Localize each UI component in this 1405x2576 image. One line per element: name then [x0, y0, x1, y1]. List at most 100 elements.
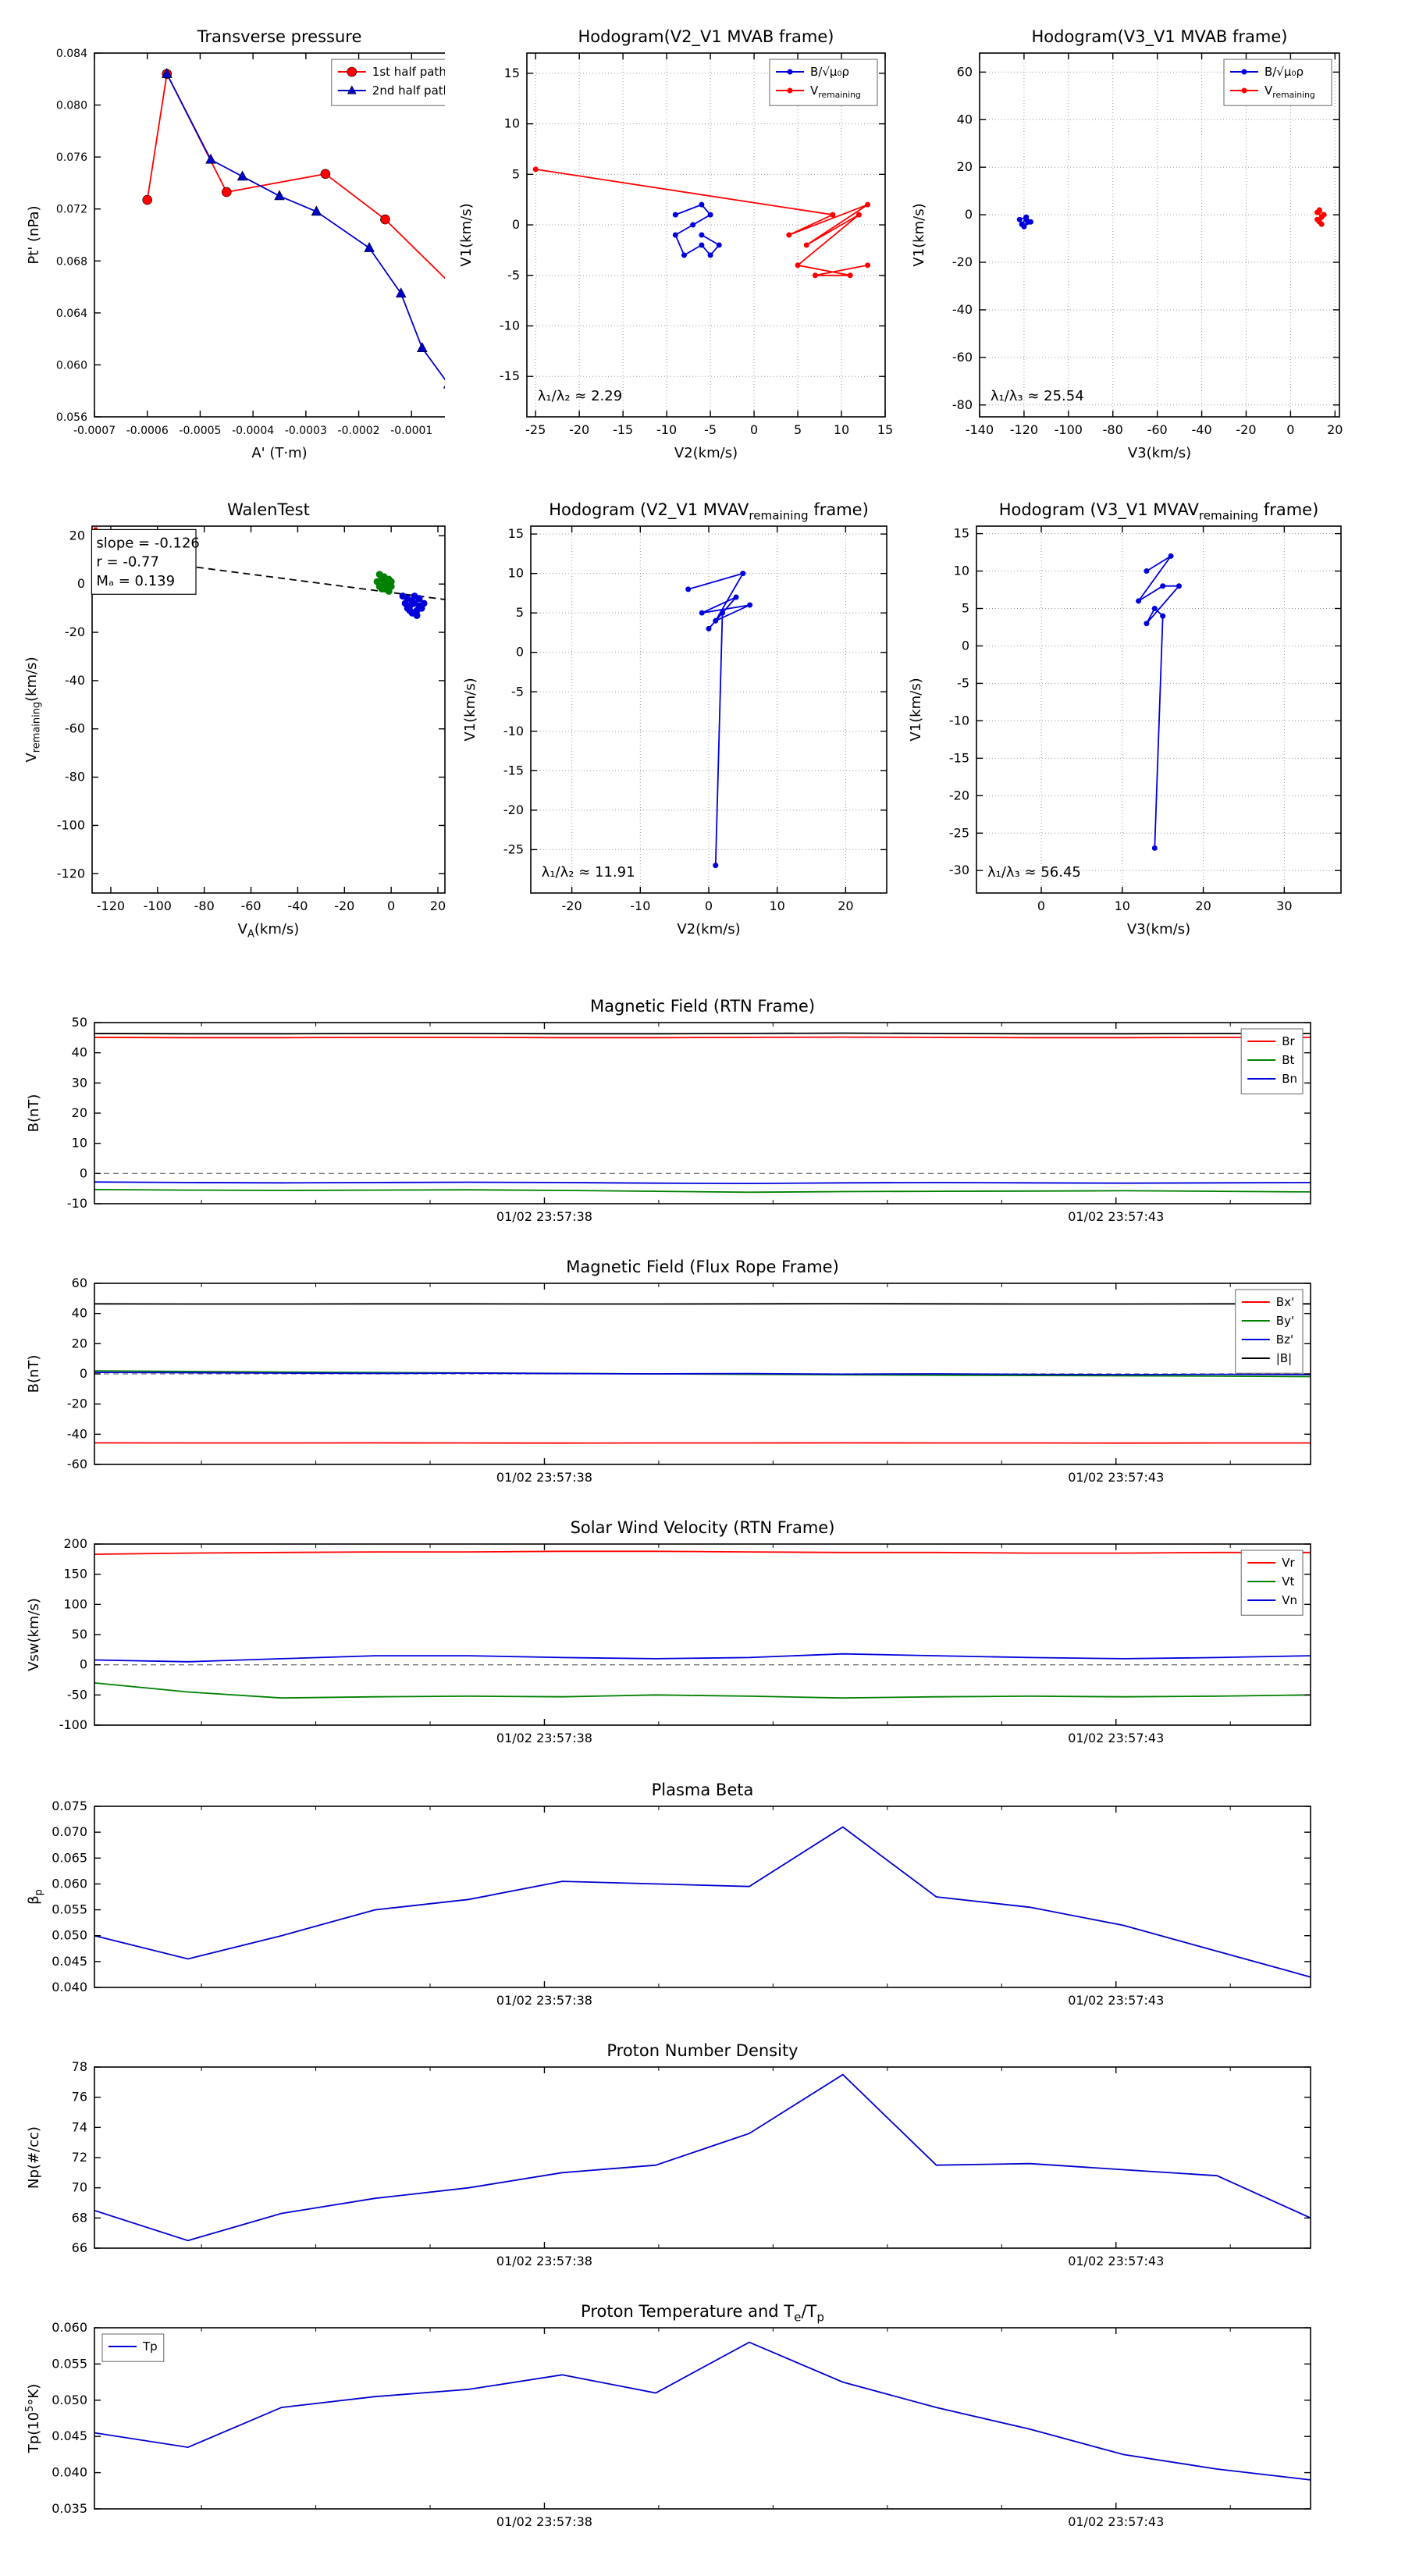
- svg-text:r = -0.77: r = -0.77: [96, 554, 159, 571]
- svg-text:01/02 23:57:38: 01/02 23:57:38: [496, 1470, 592, 1485]
- svg-text:V1(km/s): V1(km/s): [462, 678, 478, 741]
- svg-text:-10: -10: [630, 898, 650, 913]
- svg-text:-20: -20: [949, 788, 969, 802]
- svg-text:Proton Temperature and Te/Tp: Proton Temperature and Te/Tp: [581, 2302, 824, 2324]
- svg-text:5: 5: [962, 601, 969, 616]
- svg-text:-60: -60: [240, 898, 261, 913]
- svg-text:50: 50: [72, 1627, 87, 1642]
- svg-text:Vr: Vr: [1282, 1556, 1295, 1570]
- svg-text:0.064: 0.064: [56, 308, 87, 320]
- svg-text:5: 5: [794, 422, 802, 437]
- svg-text:0.075: 0.075: [52, 1799, 87, 1813]
- svg-text:-10: -10: [503, 724, 524, 738]
- svg-text:VA(km/s): VA(km/s): [238, 921, 300, 941]
- svg-text:-100: -100: [57, 817, 85, 832]
- svg-text:10: 10: [1115, 898, 1130, 913]
- svg-text:Hodogram(V3_V1 MVAB frame): Hodogram(V3_V1 MVAB frame): [1032, 27, 1288, 47]
- svg-text:-30: -30: [949, 863, 969, 877]
- svg-text:0: 0: [1037, 898, 1045, 913]
- svg-text:-80: -80: [194, 898, 215, 913]
- svg-text:10: 10: [504, 116, 520, 131]
- svg-text:40: 40: [72, 1045, 87, 1060]
- svg-text:-120: -120: [1010, 422, 1038, 437]
- svg-text:68: 68: [72, 2210, 87, 2225]
- svg-text:-40: -40: [65, 673, 85, 688]
- magnetic-field-rtn-chart: 01/02 23:57:38 01/02 23:57:43 -10 0 10 20 30 40…: [16, 982, 1328, 1240]
- svg-text:Br: Br: [1282, 1034, 1295, 1048]
- svg-text:01/02 23:57:38: 01/02 23:57:38: [496, 1993, 592, 2008]
- svg-text:Vremaining: Vremaining: [810, 84, 861, 100]
- svg-text:Tp(105°K): Tp(105°K): [24, 2384, 42, 2453]
- svg-text:Magnetic Field (RTN Frame): Magnetic Field (RTN Frame): [590, 997, 815, 1016]
- magnetic-field-flux-rope-chart: 01/02 23:57:38 01/02 23:57:43 -60 -40 -20 0 20…: [16, 1243, 1328, 1500]
- svg-text:0: 0: [516, 645, 524, 660]
- svg-text:Plasma Beta: Plasma Beta: [652, 1781, 754, 1799]
- svg-text:20: 20: [72, 1105, 87, 1120]
- svg-text:-40: -40: [1191, 422, 1211, 437]
- svg-text:Vt: Vt: [1282, 1574, 1294, 1589]
- svg-text:0: 0: [962, 638, 969, 653]
- solar-wind-velocity-chart: 01/02 23:57:38 01/02 23:57:43 -100 -50 0 50 10…: [16, 1503, 1328, 1761]
- svg-text:0.070: 0.070: [52, 1824, 87, 1839]
- svg-text:0.045: 0.045: [52, 1954, 87, 1969]
- svg-text:Magnetic Field (Flux Rope Fram: Magnetic Field (Flux Rope Frame): [566, 1258, 839, 1276]
- svg-text:150: 150: [63, 1567, 87, 1582]
- svg-text:-5: -5: [957, 675, 969, 690]
- svg-text:-20: -20: [562, 898, 582, 913]
- svg-text:15: 15: [508, 526, 524, 541]
- svg-text:78: 78: [72, 2059, 87, 2074]
- svg-text:15: 15: [954, 526, 969, 541]
- svg-text:-100: -100: [1055, 422, 1083, 437]
- svg-text:Hodogram (V2_V1 MVAVremaining: Hodogram (V2_V1 MVAVremaining frame): [549, 500, 869, 522]
- svg-text:01/02 23:57:38: 01/02 23:57:38: [496, 1731, 592, 1745]
- svg-text:15: 15: [877, 422, 893, 437]
- transverse-pressure-chart: -0.0007 -0.0006 -0.0005 -0.0004 -0.0003 -0.00…: [16, 9, 484, 478]
- svg-text:-40: -40: [287, 898, 308, 913]
- svg-text:0.056: 0.056: [56, 411, 87, 424]
- svg-text:-15: -15: [613, 422, 633, 437]
- svg-text:30: 30: [1276, 898, 1292, 913]
- svg-text:B(nT): B(nT): [26, 1355, 42, 1393]
- svg-text:01/02 23:57:43: 01/02 23:57:43: [1068, 1470, 1164, 1485]
- svg-text:0.055: 0.055: [52, 2356, 87, 2371]
- svg-text:01/02 23:57:38: 01/02 23:57:38: [496, 2514, 592, 2529]
- svg-text:-0.0005: -0.0005: [179, 425, 221, 437]
- svg-text:λ₁/λ₂ ≈ 2.29: λ₁/λ₂ ≈ 2.29: [538, 388, 622, 404]
- svg-text:-20: -20: [65, 624, 85, 639]
- svg-text:V1(km/s): V1(km/s): [911, 203, 927, 266]
- svg-text:Bx': Bx': [1276, 1295, 1294, 1309]
- svg-text:-20: -20: [569, 422, 589, 437]
- svg-text:100: 100: [63, 1596, 87, 1611]
- svg-text:01/02 23:57:38: 01/02 23:57:38: [496, 1209, 592, 1224]
- svg-text:V3(km/s): V3(km/s): [1128, 445, 1191, 461]
- svg-text:0: 0: [965, 207, 973, 222]
- svg-text:-0.0003: -0.0003: [285, 425, 327, 437]
- svg-text:01/02 23:57:43: 01/02 23:57:43: [1068, 1731, 1164, 1745]
- svg-text:-80: -80: [65, 770, 85, 785]
- hodogram-v2v1-mvab-chart: -25 -20 -15 -10 -5 0 5 10 15 -15 -10 -5 0 5 10 15 Hodogr…: [445, 9, 898, 478]
- svg-text:20: 20: [72, 1336, 87, 1350]
- svg-text:Tp: Tp: [142, 2339, 158, 2354]
- svg-text:βp: βp: [26, 1889, 45, 1905]
- svg-text:-120: -120: [57, 866, 85, 881]
- svg-text:10: 10: [770, 898, 785, 913]
- svg-text:-25: -25: [503, 841, 524, 856]
- svg-text:0: 0: [80, 1165, 87, 1180]
- svg-text:Bt: Bt: [1282, 1053, 1294, 1067]
- svg-text:0: 0: [77, 576, 85, 591]
- svg-text:0: 0: [1286, 422, 1294, 437]
- svg-text:0.050: 0.050: [52, 2393, 87, 2407]
- svg-text:-10: -10: [656, 422, 677, 437]
- svg-text:-20: -20: [1236, 422, 1256, 437]
- svg-text:V1(km/s): V1(km/s): [908, 678, 924, 741]
- svg-text:0.040: 0.040: [52, 1980, 87, 1994]
- svg-text:-80: -80: [952, 397, 973, 412]
- svg-text:-20: -20: [952, 254, 973, 269]
- svg-text:-10: -10: [500, 318, 520, 333]
- svg-text:Pt' (nPa): Pt' (nPa): [26, 205, 42, 264]
- svg-text:0: 0: [512, 217, 520, 232]
- svg-text:A' (T·m): A' (T·m): [251, 445, 307, 461]
- svg-text:10: 10: [72, 1136, 87, 1151]
- svg-text:-100: -100: [59, 1717, 87, 1732]
